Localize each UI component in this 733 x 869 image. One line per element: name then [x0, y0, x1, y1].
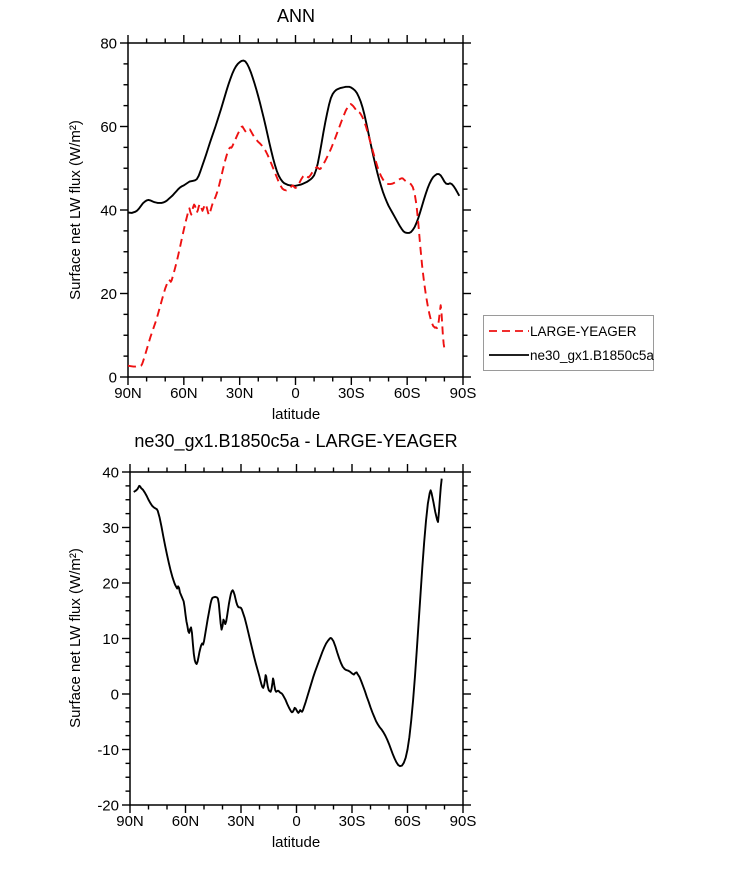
- x-axis-label-bottom: latitude: [271, 834, 321, 851]
- x-axis-label-top: latitude: [271, 406, 321, 423]
- y-tick-label: 0: [109, 369, 117, 386]
- chart-diff-title: ne30_gx1.B1850c5a - LARGE-YEAGER: [134, 431, 458, 451]
- x-tick-label: 90S: [450, 385, 477, 402]
- legend-label: ne30_gx1.B1850c5a: [530, 347, 654, 363]
- x-tick-label: 30N: [226, 385, 254, 402]
- legend-item: LARGE-YEAGER: [484, 319, 653, 343]
- y-tick-label: 80: [100, 35, 117, 52]
- series-ne30_gx1.B1850c5a: [127, 59, 461, 234]
- series-ne30_gx1.B1850c5a - LARGE-YEAGER: [133, 478, 443, 768]
- x-tick-label: 30S: [339, 813, 366, 830]
- y-tick-label: 40: [102, 464, 119, 481]
- legend-label: LARGE-YEAGER: [530, 323, 637, 339]
- x-tick-label: 0: [292, 813, 300, 830]
- x-tick-label: 60S: [394, 385, 421, 402]
- x-tick-label: 0: [291, 385, 299, 402]
- x-tick-label: 90S: [450, 813, 477, 830]
- legend: LARGE-YEAGER ne30_gx1.B1850c5a: [483, 315, 654, 371]
- y-axis-label-bottom: Surface net LW flux (W/m²): [67, 548, 84, 728]
- x-tick-label: 30N: [227, 813, 255, 830]
- legend-item: ne30_gx1.B1850c5a: [484, 343, 654, 367]
- y-tick-label: 0: [111, 686, 119, 703]
- y-tick-label: -20: [97, 797, 119, 814]
- y-tick-label: 60: [100, 119, 117, 136]
- x-tick-label: 60S: [394, 813, 421, 830]
- y-tick-label: 30: [102, 520, 119, 537]
- y-tick-label: 20: [102, 575, 119, 592]
- x-tick-label: 60N: [172, 813, 200, 830]
- y-tick-label: 10: [102, 631, 119, 648]
- x-tick-label: 60N: [170, 385, 198, 402]
- y-tick-label: -10: [97, 742, 119, 759]
- y-axis-label-top: Surface net LW flux (W/m²): [67, 120, 84, 300]
- x-tick-label: 90N: [116, 813, 144, 830]
- plot-frame: [127, 42, 464, 378]
- x-tick-label: 30S: [338, 385, 365, 402]
- series-LARGE-YEAGER: [127, 103, 446, 368]
- plot-frame: [129, 471, 464, 806]
- y-tick-label: 40: [100, 202, 117, 219]
- y-tick-label: 20: [100, 286, 117, 303]
- x-tick-label: 90N: [114, 385, 142, 402]
- chart-ann-title: ANN: [276, 6, 315, 26]
- legend-dashed-line-icon: [489, 330, 529, 332]
- legend-solid-line-icon: [489, 354, 529, 356]
